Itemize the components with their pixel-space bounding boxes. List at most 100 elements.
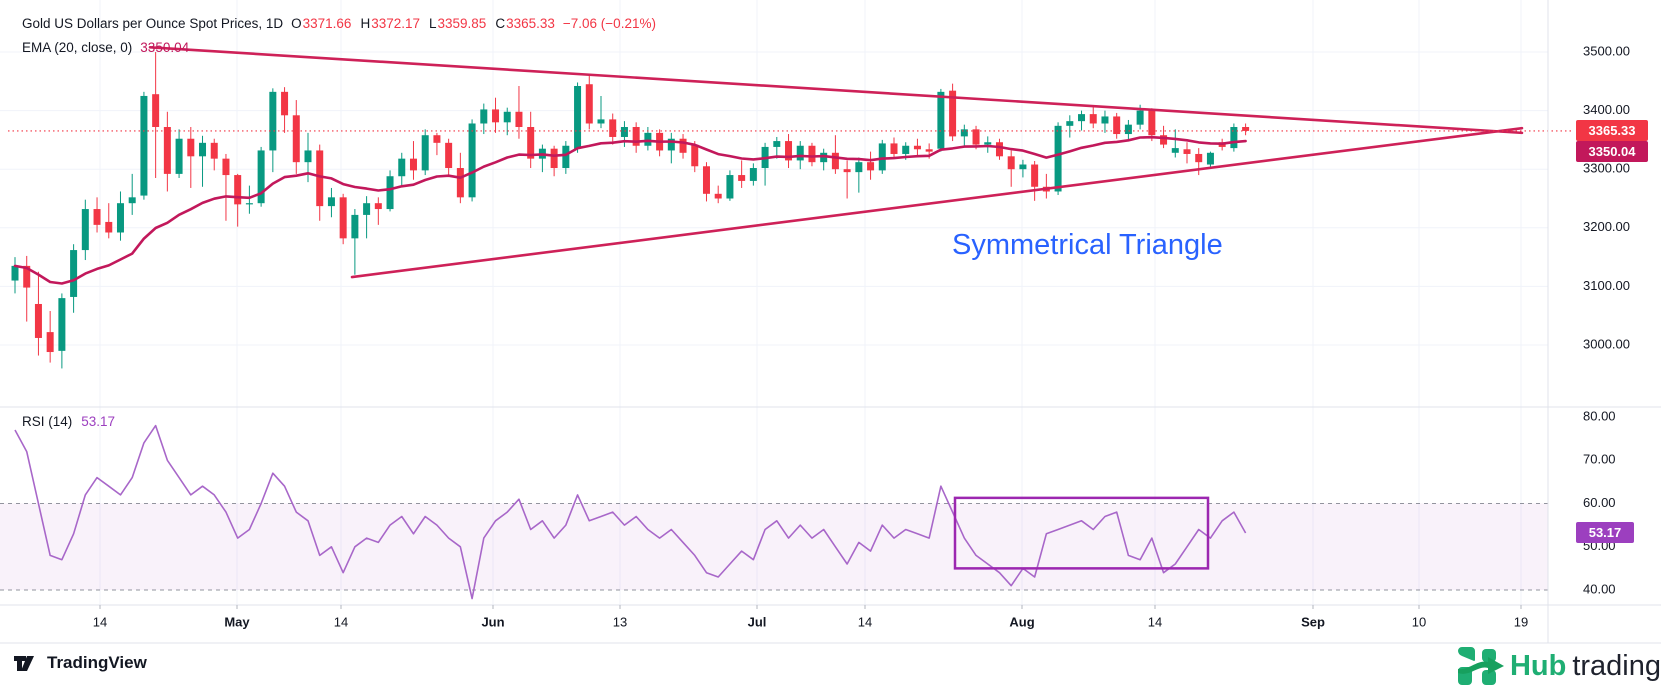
candle (292, 100, 300, 174)
ohlc-pair: C 3365.33 (495, 16, 555, 31)
axis-tick-label: 40.00 (1583, 581, 1616, 596)
axis-tick-label: 3200.00 (1583, 219, 1630, 234)
candle-body (93, 209, 101, 225)
candle (23, 255, 31, 322)
candle-body (163, 127, 171, 174)
axis-tick-label: Sep (1301, 614, 1325, 629)
candle (327, 187, 335, 218)
candle (339, 193, 347, 245)
candle-body (667, 138, 675, 151)
candle-body (609, 119, 617, 137)
candle (574, 82, 582, 153)
candle (1171, 129, 1179, 158)
candle-body (1230, 127, 1238, 149)
candle-body (116, 203, 124, 233)
candle (749, 163, 757, 186)
axis-tick-label: 80.00 (1583, 408, 1616, 423)
trendline-lower[interactable] (350, 126, 1524, 279)
candle (691, 141, 699, 173)
candle (116, 191, 124, 241)
candle (562, 141, 570, 174)
candle-body (292, 115, 300, 163)
candle-body (831, 152, 839, 170)
candle (187, 127, 195, 188)
candle-body (937, 91, 945, 149)
candle (1113, 112, 1121, 139)
tradingview-logo[interactable]: TradingView (14, 653, 147, 673)
candle (773, 136, 781, 159)
candle-body (773, 141, 781, 147)
candle-body (878, 143, 886, 171)
candle (363, 196, 371, 239)
candle-body (808, 145, 816, 163)
candle (995, 138, 1003, 160)
candle-body (995, 142, 1003, 157)
candle-body (691, 144, 699, 167)
candle (234, 173, 242, 227)
axis-tick-label: 14 (858, 614, 872, 629)
candle-body (23, 265, 31, 288)
price-axis[interactable] (1548, 0, 1661, 643)
candle (1042, 173, 1050, 199)
symbol-header[interactable]: Gold US Dollars per Ounce Spot Prices, 1… (22, 16, 656, 31)
axis-tick-label: 3500.00 (1583, 43, 1630, 58)
candle (515, 85, 523, 139)
candle (1195, 148, 1203, 176)
rsi-highlight-box[interactable] (953, 496, 1210, 570)
rsi-label: RSI (14) (22, 414, 73, 429)
candle (890, 137, 898, 159)
candle-body (679, 138, 687, 153)
candle-body (843, 169, 851, 173)
candle (609, 113, 617, 145)
axis-tick-label: Jun (481, 614, 504, 629)
candle (1230, 123, 1238, 152)
candle-body (902, 145, 910, 154)
candle-body (152, 94, 160, 128)
candle-body (503, 111, 511, 123)
candle-body (316, 150, 324, 207)
rsi-line (14, 424, 1247, 600)
candle (421, 129, 429, 176)
ohlc-pair: O 3371.66 (291, 16, 352, 31)
candle-body (245, 203, 253, 205)
candle (58, 293, 66, 369)
candle (163, 111, 171, 192)
candle (831, 135, 839, 174)
candle (316, 144, 324, 221)
candle (667, 132, 675, 164)
ema-value: 3350.04 (140, 40, 190, 55)
candle-body (949, 90, 957, 137)
candle-body (421, 135, 429, 171)
candle (855, 157, 863, 193)
candle-body (11, 265, 19, 281)
candle-body (1078, 114, 1086, 122)
candle-body (960, 129, 968, 137)
candle (93, 197, 101, 233)
candle (492, 97, 500, 133)
candle (34, 271, 42, 356)
time-axis[interactable] (0, 605, 1548, 643)
symmetrical-triangle-annotation[interactable]: Symmetrical Triangle (952, 229, 1223, 261)
candle (140, 91, 148, 200)
candle-body (1206, 152, 1214, 165)
rsi-legend[interactable]: RSI (14) 53.17 (22, 414, 115, 429)
candle (351, 209, 359, 275)
axis-tick-label: 3100.00 (1583, 278, 1630, 293)
axis-tick-label: 14 (1148, 614, 1162, 629)
chart-canvas[interactable]: 3500.00 3400.00 3300.00 3200.00 3100.00 3000.… (0, 0, 1661, 645)
candle-body (785, 141, 793, 161)
candle-body (1124, 124, 1132, 135)
candle-body (187, 138, 195, 157)
candle (538, 144, 546, 173)
candle-body (550, 148, 558, 169)
ema-legend[interactable]: EMA (20, close, 0) 3350.04 (22, 40, 189, 55)
candle (281, 87, 289, 133)
candle (597, 95, 605, 129)
trendline-upper[interactable] (148, 46, 1524, 135)
candle-body (972, 129, 980, 145)
candle-body (363, 203, 371, 215)
candle-body (644, 132, 652, 146)
candle (620, 121, 628, 147)
candle-body (1148, 110, 1156, 136)
